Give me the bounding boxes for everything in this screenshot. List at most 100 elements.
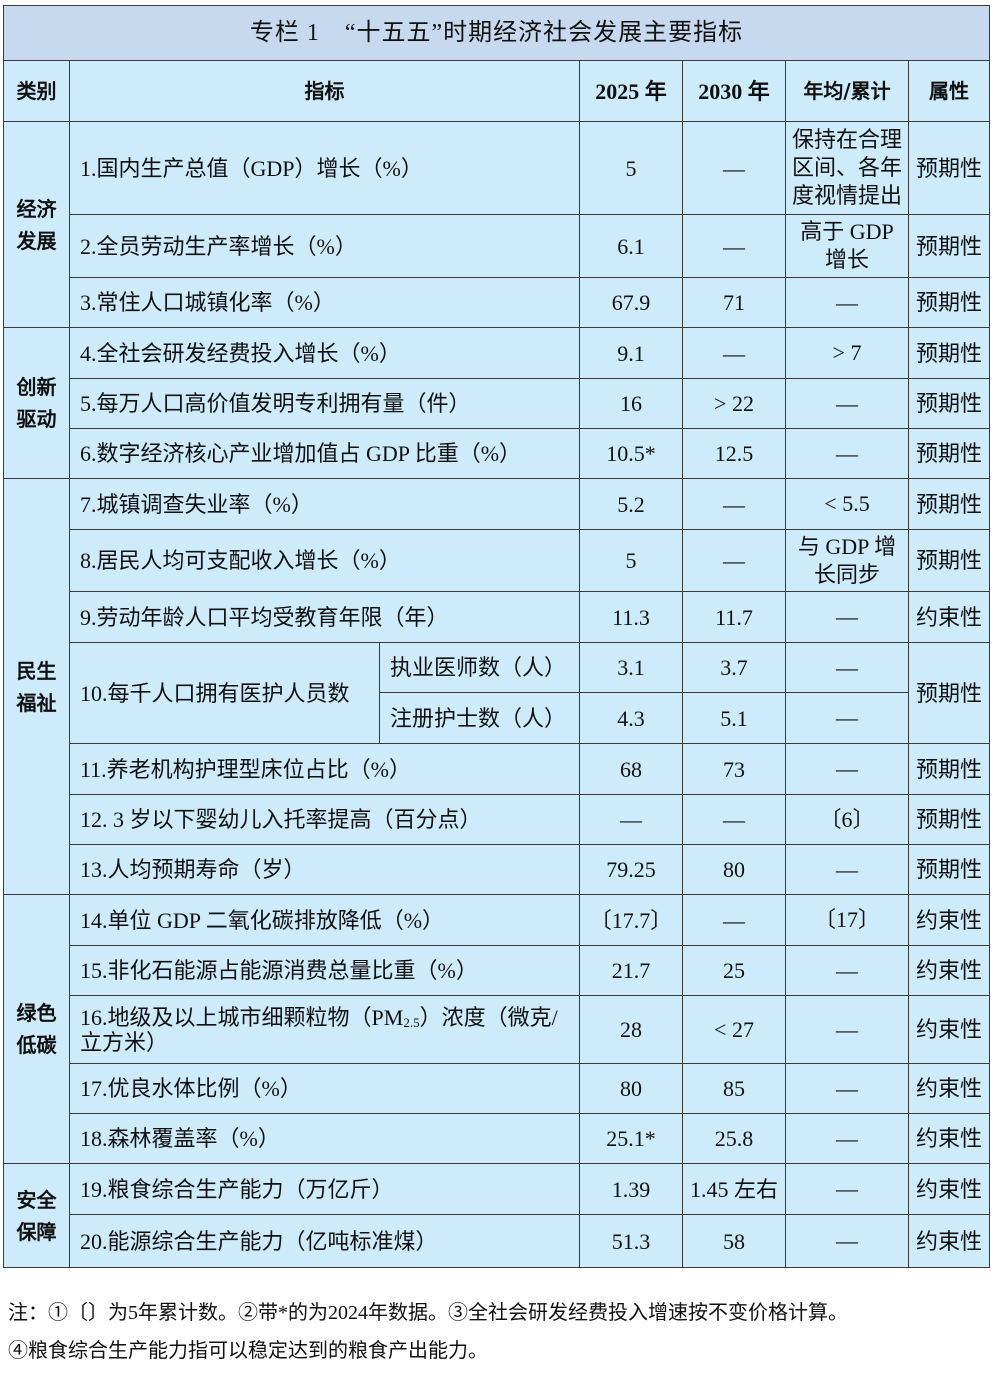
sub-indicator-cell: 注册护士数（人）	[379, 692, 580, 744]
attribute-cell: 预期性	[907, 844, 991, 895]
indicator-cell: 20.能源综合生产能力（亿吨标准煤）	[69, 1214, 580, 1268]
value-2025: 9.1	[579, 327, 683, 379]
indicator-text: 6.数字经济核心产业增加值占 GDP 比重（%）	[80, 441, 522, 466]
header-category: 类别	[3, 60, 70, 122]
indicator-cell: 8.居民人均可支配收入增长（%）	[69, 529, 580, 592]
value-2025: 5	[579, 529, 683, 592]
value-avg: 与 GDP 增长同步	[785, 529, 909, 592]
value-2030: —	[682, 529, 786, 592]
indicator-text: 11.养老机构护理型床位占比（%）	[80, 756, 412, 782]
value-2030: —	[682, 327, 786, 379]
category-cell: 经济发展	[3, 121, 70, 328]
indicator-text: 9.劳动年龄人口平均受教育年限（年）	[80, 604, 449, 630]
value-avg: 〔6〕	[785, 794, 909, 845]
value-avg: 〔17〕	[785, 894, 909, 946]
value-2030: 3.7	[682, 642, 786, 693]
value-2025: 10.5*	[579, 428, 683, 479]
value-avg: —	[785, 844, 909, 895]
indicator-cell: 1.国内生产总值（GDP）增长（%）	[69, 121, 580, 215]
value-avg: —	[785, 692, 909, 744]
value-2030: 1.45 左右	[682, 1163, 786, 1215]
table-row: 15.非化石能源占能源消费总量比重（%） 21.7 25— 约束性	[4, 945, 991, 996]
table-row: 11.养老机构护理型床位占比（%） 68 73— 预期性	[4, 743, 991, 795]
value-avg: —	[785, 642, 909, 693]
indicator-text: 2.全员劳动生产率增长（%）	[80, 233, 357, 259]
indicator-cell: 16.地级及以上城市细颗粒物（PM2.5）浓度（微克/立方米）	[69, 995, 580, 1064]
table-row: 13.人均预期寿命（岁） 79.25 80— 预期性	[4, 844, 991, 895]
value-2030: —	[682, 894, 786, 946]
attribute-cell: 约束性	[907, 1163, 991, 1215]
value-2025: 21.7	[579, 945, 683, 996]
header-2030: 2030 年	[682, 60, 786, 122]
indicator-cell: 18.森林覆盖率（%）	[69, 1113, 580, 1164]
indicator-text: 12. 3 岁以下婴幼儿入托率提高（百分点）	[80, 807, 482, 832]
table-row: 创新驱动 4.全社会研发经费投入增长（%） 9.1— > 7 预期性	[3, 327, 991, 479]
category-cell: 安全保障	[3, 1163, 70, 1268]
table-row: 安全保障 19.粮食综合生产能力（万亿斤） 1.39 1.45 左右 — 约束性	[3, 1163, 991, 1268]
table-row: 5.每万人口高价值发明专利拥有量（件） 16 > 22— 预期性	[4, 378, 991, 429]
attribute-cell: 预期性	[907, 478, 991, 530]
indicator-text: 20.能源综合生产能力（亿吨标准煤）	[80, 1228, 438, 1254]
indicator-cell: 10.每千人口拥有医护人员数	[69, 642, 380, 744]
table-title: 专栏 1 “十五五”时期经济社会发展主要指标	[2, 5, 991, 61]
category-cell: 民生福祉	[3, 478, 70, 895]
value-avg: —	[785, 591, 909, 643]
indicator-subscript: 2.5	[403, 1014, 420, 1030]
attribute-cell: 预期性	[907, 743, 991, 795]
table-row: 绿色低碳 14.单位 GDP 二氧化碳排放降低（%） 〔17.7〕 — 〔17〕 约束性	[3, 894, 991, 1164]
attribute-cell: 约束性	[907, 1113, 991, 1164]
table-row: 民生福祉 7.城镇调查失业率（%） 5.2— < 5.5 预期性	[3, 478, 991, 895]
value-2025: —	[579, 794, 683, 845]
indicator-cell: 5.每万人口高价值发明专利拥有量（件）	[69, 378, 580, 429]
value-avg: —	[785, 277, 909, 328]
indicator-cell: 12. 3 岁以下婴幼儿入托率提高（百分点）	[69, 794, 580, 845]
attribute-cell: 约束性	[907, 591, 991, 643]
table-row: 2.全员劳动生产率增长（%） 6.1— 高于 GDP 增长 预期性	[4, 214, 991, 278]
table-row: 经济发展 1.国内生产总值（GDP）增长（%） 5— 保持在合理区间、各年度视情提出预…	[3, 121, 991, 328]
value-2025: 68	[579, 743, 683, 795]
header-2025: 2025 年	[579, 60, 683, 122]
attribute-cell: 预期性	[907, 214, 991, 278]
header-avg: 年均/累计	[785, 60, 909, 122]
indicator-text: 16.地级及以上城市细颗粒物（PM	[80, 1004, 404, 1030]
table-row: 10.每千人口拥有医护人员数 执业医师数（人） 3.1 3.7— 预期性	[4, 642, 991, 744]
value-avg: < 5.5	[785, 478, 909, 530]
value-avg: 高于 GDP 增长	[785, 214, 909, 278]
value-2025: 〔17.7〕	[579, 894, 683, 946]
indicator-text: 19.粮食综合生产能力（万亿斤）	[80, 1176, 394, 1202]
value-avg: —	[785, 945, 909, 996]
value-2030: —	[682, 794, 786, 845]
table-row: 8.居民人均可支配收入增长（%） 5— 与 GDP 增长同步 预期性	[4, 529, 991, 592]
value-avg: —	[785, 1214, 909, 1268]
value-2025: 67.9	[579, 277, 683, 328]
value-2030: 85	[682, 1063, 786, 1114]
table-row: 6.数字经济核心产业增加值占 GDP 比重（%） 10.5* 12.5— 预期性	[4, 428, 991, 479]
attribute-cell: 约束性	[907, 1063, 991, 1114]
header-attr: 属性	[907, 60, 991, 122]
footnote-line: ④粮食综合生产能力指可以稳定达到的粮食产出能力。	[8, 1340, 488, 1362]
indicator-text: 17.优良水体比例（%）	[80, 1076, 302, 1101]
indicator-cell: 6.数字经济核心产业增加值占 GDP 比重（%）	[69, 428, 580, 479]
indicator-cell: 3.常住人口城镇化率（%）	[69, 277, 580, 328]
value-2030: —	[682, 214, 786, 278]
value-2030: 25	[682, 945, 786, 996]
indicator-text: ）浓度（微克/立方米）	[80, 1004, 558, 1055]
value-avg: —	[785, 378, 909, 429]
value-2030: 5.1	[682, 692, 786, 744]
indicator-cell: 14.单位 GDP 二氧化碳排放降低（%）	[69, 894, 580, 946]
indicators-table: 专栏 1 “十五五”时期经济社会发展主要指标 类别 指标 2025 年 2030…	[2, 5, 991, 1268]
category-cell: 创新驱动	[3, 327, 70, 479]
value-2030: 11.7	[682, 591, 786, 643]
value-avg: —	[785, 1163, 909, 1215]
indicator-cell: 4.全社会研发经费投入增长（%）	[69, 327, 580, 379]
indicator-cell: 17.优良水体比例（%）	[69, 1063, 580, 1114]
value-2025: 11.3	[579, 591, 683, 643]
table-row: 16.地级及以上城市细颗粒物（PM2.5）浓度（微克/立方米） 28 < 27— 约束…	[4, 995, 991, 1064]
value-avg: —	[785, 428, 909, 479]
indicator-text: 5.每万人口高价值发明专利拥有量（件）	[80, 391, 471, 416]
value-2025: 16	[579, 378, 683, 429]
indicator-text: 14.单位 GDP 二氧化碳排放降低（%）	[80, 907, 445, 933]
sub-indicator-cell: 执业医师数（人）	[379, 642, 580, 693]
attribute-cell: 预期性	[907, 642, 991, 744]
attribute-cell: 约束性	[907, 945, 991, 996]
